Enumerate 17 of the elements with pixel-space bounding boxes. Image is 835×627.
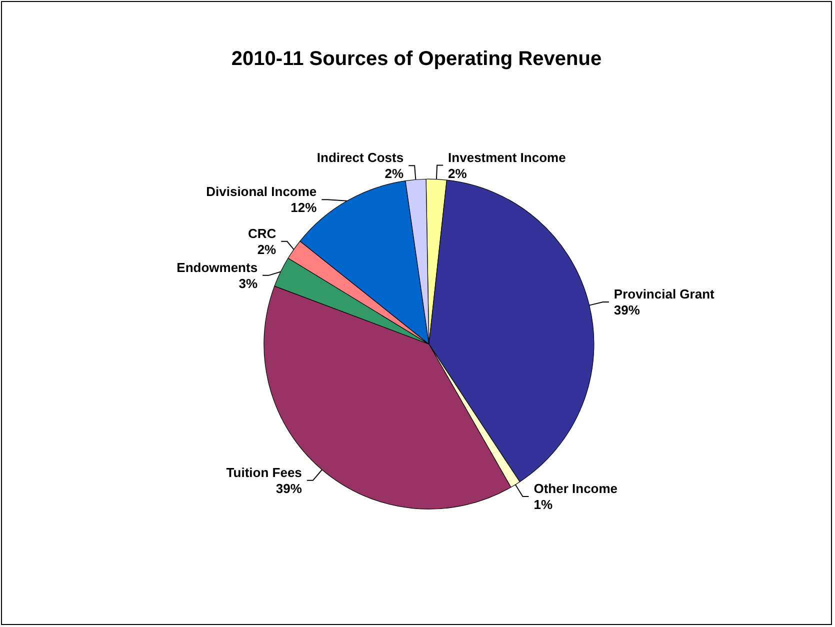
slice-label: Other Income (534, 481, 618, 496)
slice-label: Endowments (176, 260, 258, 275)
data-label: 1% (534, 497, 553, 512)
data-label: 3% (238, 276, 258, 291)
slice-label: Divisional Income (206, 184, 317, 200)
data-label: 2% (257, 242, 277, 257)
slice-label: CRC (248, 226, 277, 241)
data-label: 39% (614, 302, 640, 318)
slice-label: Provincial Grant (614, 286, 716, 302)
data-label: 12% (290, 200, 318, 216)
data-label: 39% (276, 480, 302, 496)
slice-label: Indirect Costs (316, 150, 404, 166)
data-label: 2% (448, 166, 468, 181)
data-label: 2% (384, 166, 404, 182)
slice-label: Investment Income (448, 150, 566, 165)
chart-title: 2010-11 Sources of Operating Revenue (231, 48, 602, 70)
slice-label: Tuition Fees (226, 464, 302, 480)
